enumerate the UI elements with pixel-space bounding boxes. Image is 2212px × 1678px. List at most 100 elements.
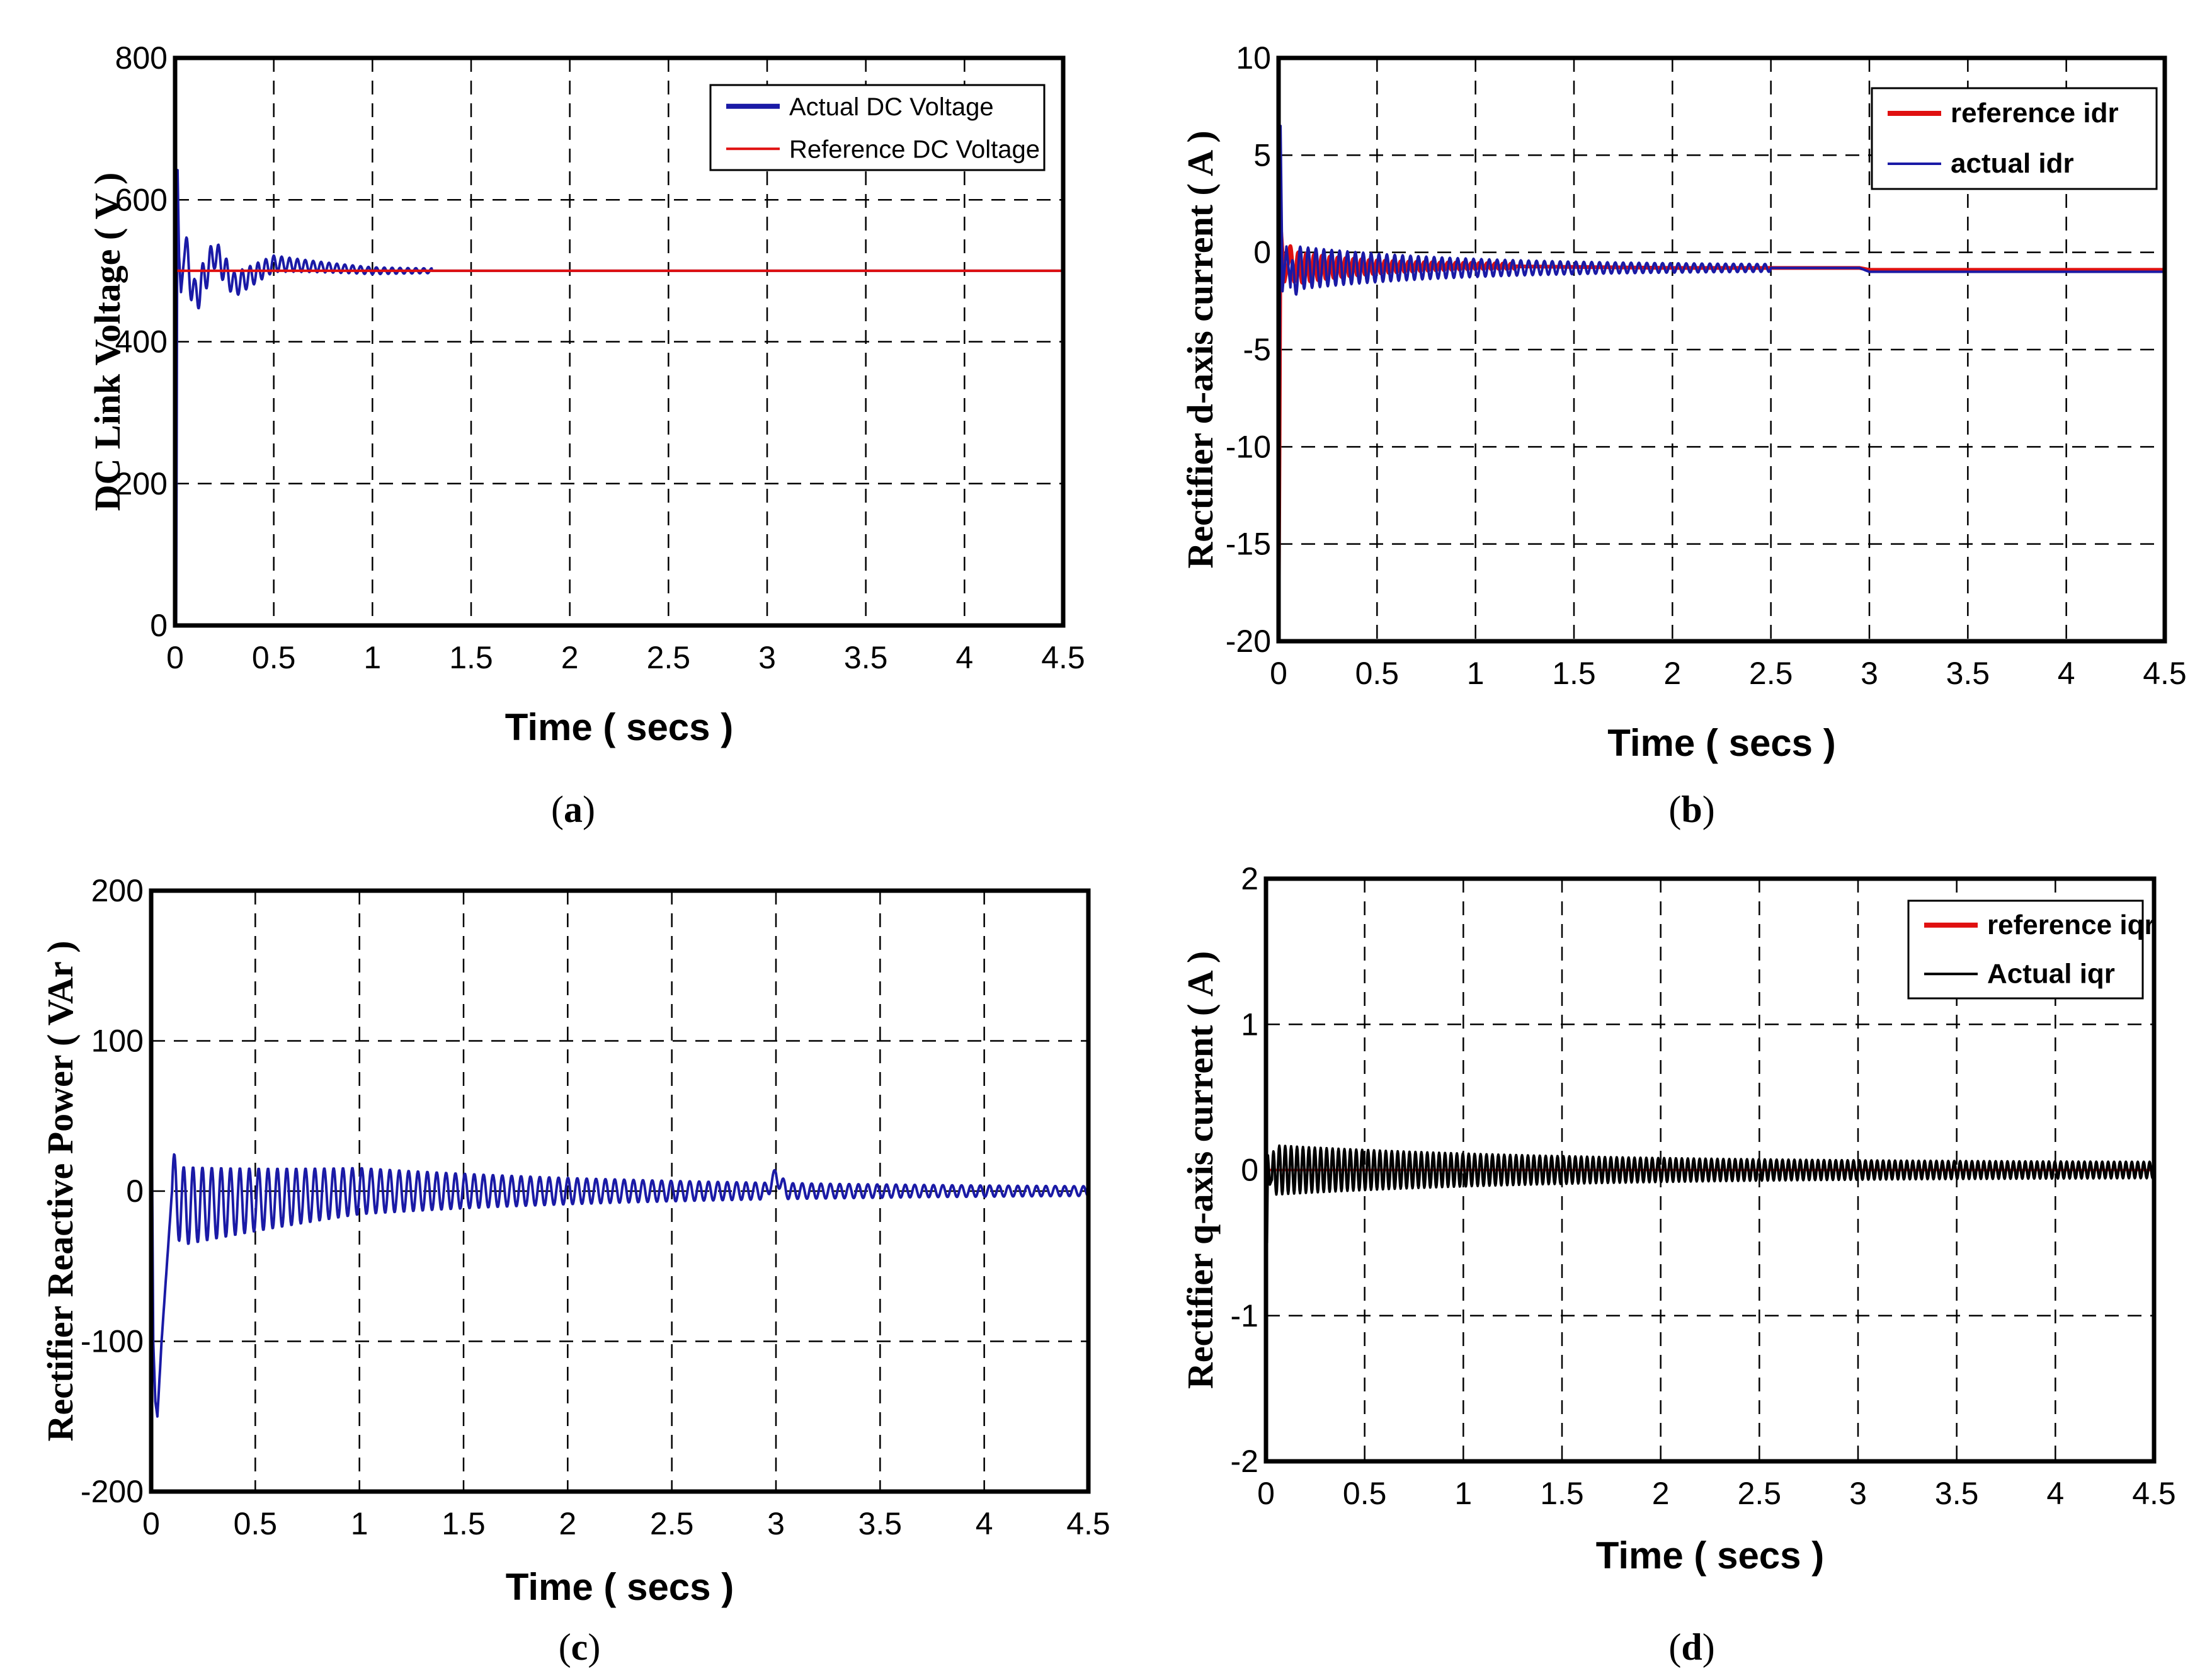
- caption-close: ): [588, 1626, 600, 1668]
- x-tick-label: 1.5: [442, 1506, 486, 1541]
- x-tick-label: 0.5: [234, 1506, 278, 1541]
- x-tick-label: 3: [767, 1506, 785, 1541]
- legend-label: reference idr: [1951, 98, 2119, 128]
- y-axis-label: Rectifier Reactive Power ( VAr ): [40, 940, 81, 1441]
- y-tick-label: -10: [1226, 429, 1271, 464]
- x-axis-label: Time ( secs ): [1596, 1534, 1824, 1577]
- x-tick-label: 0: [166, 640, 184, 675]
- y-tick-label: -2: [1231, 1444, 1258, 1479]
- caption-letter: b: [1681, 789, 1702, 830]
- x-tick-label: 0: [1257, 1476, 1275, 1511]
- x-tick-label: 3: [1849, 1476, 1867, 1511]
- x-tick-label: 4.5: [2143, 656, 2187, 691]
- y-tick-label: 200: [91, 873, 144, 908]
- y-tick-label: -20: [1226, 624, 1271, 659]
- x-tick-label: 2: [559, 1506, 576, 1541]
- legend-box: [1871, 87, 2158, 190]
- x-tick-label: 4.5: [2132, 1476, 2176, 1511]
- caption-close: ): [583, 789, 595, 830]
- series-line-rectifier-reactive-power: [150, 890, 1090, 1418]
- y-tick-label: 600: [115, 182, 168, 217]
- x-tick-label: 0.5: [1355, 656, 1400, 691]
- y-tick-label: 800: [115, 40, 168, 76]
- y-tick-label: -5: [1243, 332, 1271, 367]
- y-tick-label: -15: [1226, 527, 1271, 562]
- chart-a: 0 0.5 1 1.5 2 2.5 3 3.5 4 4.5 0 200 400 600 800 Time ( …: [87, 40, 1085, 830]
- x-tick-label: 3.5: [1935, 1476, 1979, 1511]
- x-tick-label: 2.5: [1749, 656, 1793, 691]
- series-line-actual-idr: [1277, 125, 2166, 642]
- x-tick-label: 0: [1270, 656, 1287, 691]
- x-tick-label: 1: [1467, 656, 1485, 691]
- series-line-actual-dc-voltage: [174, 169, 1064, 627]
- caption-close: ): [1702, 789, 1715, 830]
- x-tick-label: 2.5: [647, 640, 691, 675]
- x-tick-label: 4: [976, 1506, 993, 1541]
- caption-letter: d: [1681, 1626, 1702, 1668]
- grid: [1279, 58, 2165, 641]
- caption-open: (: [559, 1626, 571, 1668]
- y-tick-label: 0: [1253, 235, 1271, 270]
- y-tick-label: 0: [150, 608, 168, 643]
- caption-letter: a: [564, 789, 583, 830]
- plot-frame: [1263, 876, 2157, 1464]
- y-tick-label: 0: [1241, 1153, 1258, 1188]
- y-axis-label: Rectifier q-axis current ( A ): [1180, 951, 1221, 1389]
- x-tick-label: 1.5: [1540, 1476, 1584, 1511]
- caption: (b): [1668, 789, 1714, 830]
- caption: (d): [1668, 1626, 1714, 1668]
- legend-label: Actual iqr: [1987, 958, 2115, 989]
- chart-c: 0 0.5 1 1.5 2 2.5 3 3.5 4 4.5 -200 -100 0 100 200 Time …: [40, 873, 1110, 1668]
- x-tick-label: 4: [955, 640, 973, 675]
- x-tick-label: 0.5: [252, 640, 296, 675]
- legend: reference idr actual idr: [1871, 87, 2158, 190]
- x-tick-label: 3.5: [844, 640, 888, 675]
- y-tick-label: -200: [81, 1474, 144, 1509]
- legend-label: actual idr: [1951, 148, 2074, 179]
- x-tick-label: 0: [142, 1506, 160, 1541]
- x-tick-label: 4.5: [1066, 1506, 1110, 1541]
- x-tick-label: 4: [2058, 656, 2075, 691]
- x-axis-label: Time ( secs ): [505, 706, 733, 748]
- y-tick-label: 400: [115, 324, 168, 360]
- caption-open: (: [1668, 789, 1681, 830]
- caption-open: (: [551, 789, 564, 830]
- x-tick-label: 1.5: [449, 640, 493, 675]
- y-axis-label: Rectifier d-axis current ( A ): [1180, 130, 1221, 568]
- grid: [151, 891, 1088, 1492]
- x-tick-label: 1: [351, 1506, 368, 1541]
- x-tick-label: 3.5: [1946, 656, 1990, 691]
- y-tick-label: 2: [1241, 861, 1258, 896]
- x-tick-label: 2: [1652, 1476, 1670, 1511]
- y-tick-label: 1: [1241, 1007, 1258, 1042]
- x-axis-label: Time ( secs ): [1607, 722, 1835, 764]
- chart-b: 0 0.5 1 1.5 2 2.5 3 3.5 4 4.5 -20 -15 -10 -5 0 5 10 Time …: [1180, 40, 2187, 830]
- x-tick-label: 2: [1663, 656, 1681, 691]
- legend-label: Actual DC Voltage: [789, 93, 994, 121]
- x-tick-label: 3: [758, 640, 776, 675]
- caption: (a): [551, 789, 595, 830]
- y-axis-label: DC Link Voltage ( V ): [87, 173, 128, 511]
- x-tick-label: 3: [1861, 656, 1878, 691]
- x-tick-label: 1: [1454, 1476, 1472, 1511]
- y-tick-label: 100: [91, 1024, 144, 1059]
- caption-open: (: [1668, 1626, 1681, 1668]
- legend-box: [709, 84, 1046, 171]
- x-tick-label: 2.5: [1738, 1476, 1782, 1511]
- x-tick-label: 1.5: [1552, 656, 1596, 691]
- legend: reference iqr Actual iqr: [1907, 899, 2155, 1000]
- legend-box: [1907, 899, 2144, 1000]
- y-tick-label: 10: [1236, 40, 1271, 76]
- plot-frame: [1276, 55, 2167, 644]
- x-tick-label: 3.5: [858, 1506, 903, 1541]
- caption-close: ): [1702, 1626, 1715, 1668]
- legend: Actual DC Voltage Reference DC Voltage: [709, 84, 1046, 171]
- series-line-actual-iqr: [1265, 878, 2155, 1245]
- y-tick-label: -1: [1231, 1298, 1258, 1333]
- x-tick-label: 2: [561, 640, 579, 675]
- plot-frame: [173, 55, 1066, 628]
- x-tick-label: 2.5: [650, 1506, 694, 1541]
- x-axis-label: Time ( secs ): [506, 1566, 734, 1608]
- legend-label: Reference DC Voltage: [789, 135, 1040, 163]
